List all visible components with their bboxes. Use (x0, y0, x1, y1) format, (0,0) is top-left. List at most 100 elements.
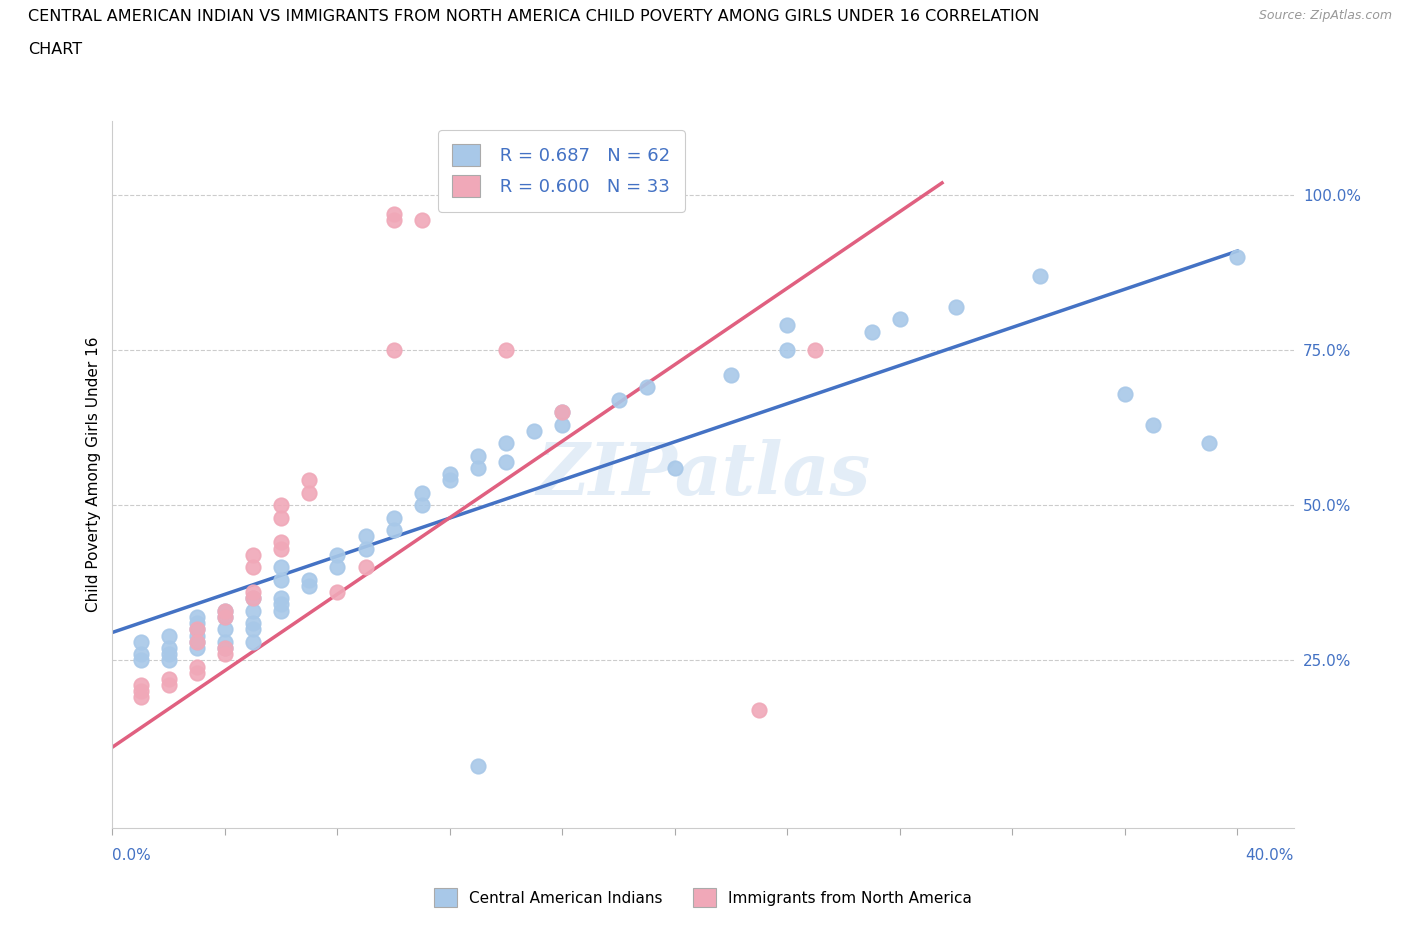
Point (157, 678, 180, 693)
Point (129, 646, 152, 661)
Point (382, 213, 405, 228)
Point (1029, 269, 1052, 284)
Point (607, 392, 630, 407)
Point (270, 591, 292, 605)
Point (186, 641, 208, 656)
Point (298, 473, 321, 488)
Point (551, 405, 574, 419)
Point (242, 616, 264, 631)
Point (214, 641, 236, 656)
Y-axis label: Child Poverty Among Girls Under 16: Child Poverty Among Girls Under 16 (86, 337, 101, 612)
Point (214, 634, 236, 649)
Point (467, 758, 489, 773)
Point (1226, 250, 1249, 265)
Point (157, 671, 180, 686)
Point (354, 541, 377, 556)
Point (551, 418, 574, 432)
Point (214, 646, 236, 661)
Point (776, 343, 799, 358)
Text: ZIPatlas: ZIPatlas (536, 439, 870, 510)
Point (382, 511, 405, 525)
Point (495, 455, 517, 470)
Point (214, 622, 236, 637)
Point (382, 343, 405, 358)
Point (523, 423, 546, 438)
Point (411, 213, 433, 228)
Point (186, 634, 208, 649)
Point (439, 473, 461, 488)
Point (129, 634, 152, 649)
Text: 0.0%: 0.0% (112, 848, 152, 863)
Legend: Central American Indians, Immigrants from North America: Central American Indians, Immigrants fro… (427, 883, 979, 913)
Point (889, 312, 911, 326)
Point (495, 343, 517, 358)
Text: CENTRAL AMERICAN INDIAN VS IMMIGRANTS FROM NORTH AMERICA CHILD POVERTY AMONG GIR: CENTRAL AMERICAN INDIAN VS IMMIGRANTS FR… (28, 9, 1039, 24)
Point (382, 206, 405, 221)
Point (242, 548, 264, 563)
Point (270, 604, 292, 618)
Point (298, 485, 321, 500)
Point (129, 684, 152, 698)
Point (326, 585, 349, 600)
Point (186, 634, 208, 649)
Point (720, 367, 742, 382)
Point (186, 665, 208, 680)
Point (186, 622, 208, 637)
Point (270, 511, 292, 525)
Point (214, 641, 236, 656)
Text: Source: ZipAtlas.com: Source: ZipAtlas.com (1258, 9, 1392, 22)
Point (242, 560, 264, 575)
Point (214, 604, 236, 618)
Point (186, 628, 208, 643)
Point (411, 485, 433, 500)
Point (186, 622, 208, 637)
Point (270, 572, 292, 587)
Point (551, 405, 574, 419)
Point (1198, 436, 1220, 451)
Point (664, 460, 686, 475)
Point (270, 560, 292, 575)
Point (157, 653, 180, 668)
Point (242, 604, 264, 618)
Point (186, 659, 208, 674)
Point (298, 578, 321, 593)
Point (186, 609, 208, 624)
Point (129, 653, 152, 668)
Point (270, 541, 292, 556)
Point (242, 585, 264, 600)
Point (298, 572, 321, 587)
Point (467, 448, 489, 463)
Point (636, 380, 658, 395)
Point (354, 560, 377, 575)
Point (242, 591, 264, 605)
Point (860, 325, 883, 339)
Point (129, 690, 152, 705)
Point (467, 460, 489, 475)
Point (157, 628, 180, 643)
Point (270, 498, 292, 512)
Point (776, 318, 799, 333)
Point (129, 678, 152, 693)
Point (186, 616, 208, 631)
Point (270, 597, 292, 612)
Point (157, 641, 180, 656)
Point (439, 467, 461, 482)
Point (214, 609, 236, 624)
Point (804, 343, 827, 358)
Legend:  R = 0.687   N = 62,  R = 0.600   N = 33: R = 0.687 N = 62, R = 0.600 N = 33 (439, 130, 685, 212)
Point (1142, 418, 1164, 432)
Point (354, 529, 377, 544)
Point (242, 622, 264, 637)
Text: CHART: CHART (28, 42, 82, 57)
Point (945, 299, 967, 314)
Point (242, 634, 264, 649)
Text: 40.0%: 40.0% (1246, 848, 1294, 863)
Point (495, 436, 517, 451)
Point (270, 535, 292, 550)
Point (157, 646, 180, 661)
Point (411, 498, 433, 512)
Point (382, 523, 405, 538)
Point (214, 604, 236, 618)
Point (214, 609, 236, 624)
Point (326, 548, 349, 563)
